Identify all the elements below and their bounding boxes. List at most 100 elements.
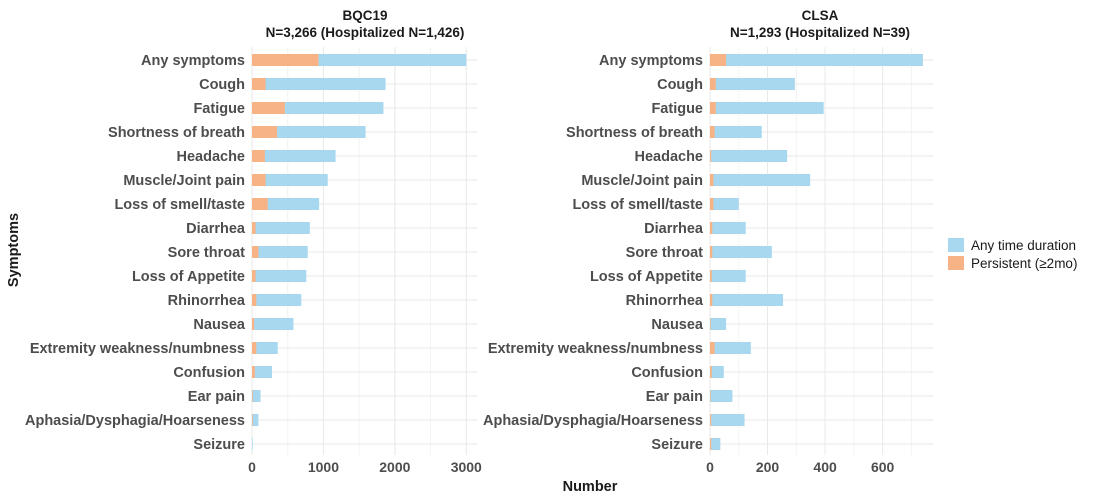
bar-any-time [252, 150, 336, 162]
bar-persistent [710, 150, 712, 162]
x-tick-label: 2000 [379, 459, 410, 475]
bar-any-time [710, 318, 727, 330]
category-label: Muscle/Joint pain [581, 173, 703, 189]
bar-any-time [252, 318, 294, 330]
bar-persistent [252, 390, 253, 402]
x-tick-label: 0 [248, 459, 256, 475]
category-label: Aphasia/Dysphagia/Hoarseness [483, 413, 703, 429]
bar-any-time [710, 102, 824, 114]
x-tick-label: 600 [871, 459, 895, 475]
category-label: Any symptoms [141, 53, 245, 69]
y-axis-title: Symptoms [6, 213, 22, 287]
category-label: Ear pain [646, 389, 703, 405]
x-tick-label: 0 [706, 459, 714, 475]
panel-title-line2: N=1,293 (Hospitalized N=39) [730, 25, 910, 40]
bar-any-time [710, 54, 923, 66]
legend-swatch [948, 256, 964, 270]
x-tick-label: 1000 [308, 459, 339, 475]
bar-any-time [710, 126, 762, 138]
bar-any-time [710, 78, 795, 90]
category-label: Sore throat [168, 245, 246, 261]
category-label: Headache [634, 149, 703, 165]
bar-persistent [710, 78, 716, 90]
category-label: Fatigue [651, 101, 703, 117]
category-label: Shortness of breath [566, 125, 703, 141]
category-label: Aphasia/Dysphagia/Hoarseness [25, 413, 245, 429]
bar-persistent [710, 102, 716, 114]
panel-2: CLSA N=1,293 (Hospitalized N=39) Any sympt… [483, 8, 933, 475]
bar-persistent [710, 174, 714, 186]
bar-any-time [710, 270, 746, 282]
bar-persistent [252, 414, 253, 426]
bar-persistent [252, 150, 265, 162]
legend-label: Persistent (≥2mo) [971, 256, 1077, 271]
bar-persistent [252, 54, 319, 66]
x-tick-label: 200 [756, 459, 780, 475]
category-label: Ear pain [188, 389, 245, 405]
bar-any-time [252, 198, 320, 210]
bar-persistent [252, 78, 266, 90]
category-label: Nausea [651, 317, 704, 333]
panel-title-line1: CLSA [802, 8, 839, 23]
bar-any-time [252, 270, 307, 282]
bar-persistent [252, 294, 257, 306]
bar-any-time [710, 390, 733, 402]
category-label: Loss of smell/taste [572, 197, 703, 213]
x-axis-title: Number [563, 479, 618, 495]
category-label: Loss of Appetite [590, 269, 703, 285]
category-label: Cough [199, 77, 245, 93]
bar-persistent [710, 270, 712, 282]
category-label: Nausea [193, 317, 246, 333]
bar-any-time [710, 174, 811, 186]
category-label: Loss of smell/taste [114, 197, 245, 213]
bar-persistent [710, 294, 713, 306]
bar-any-time [710, 222, 746, 234]
category-label: Shortness of breath [108, 125, 245, 141]
category-label: Diarrhea [186, 221, 246, 237]
bar-persistent [710, 414, 712, 426]
bar-any-time [252, 222, 310, 234]
category-label: Seizure [651, 437, 703, 453]
bar-any-time [710, 438, 721, 450]
category-label: Seizure [193, 437, 245, 453]
bar-persistent [252, 102, 285, 114]
bar-persistent [710, 246, 713, 258]
bar-any-time [710, 150, 788, 162]
bar-any-time [252, 294, 302, 306]
chart-panels: BQC19 N=3,266 (Hospitalized N=1,426) Any s… [25, 8, 933, 475]
legend: Any time duration Persistent (≥2mo) [948, 238, 1077, 271]
legend-swatch [948, 238, 964, 252]
bar-persistent [710, 342, 715, 354]
bar-any-time [252, 78, 386, 90]
category-label: Sore throat [626, 245, 704, 261]
bar-persistent [710, 54, 727, 66]
bar-persistent [252, 318, 255, 330]
category-label: Confusion [631, 365, 703, 381]
category-label: Confusion [173, 365, 245, 381]
bar-any-time [710, 198, 739, 210]
panel-title-line1: BQC19 [342, 8, 387, 23]
category-label: Diarrhea [644, 221, 704, 237]
bar-persistent [252, 222, 256, 234]
bar-persistent [252, 246, 259, 258]
bar-any-time [252, 174, 328, 186]
category-label: Rhinorrhea [168, 293, 246, 309]
category-label: Cough [657, 77, 703, 93]
bar-persistent [710, 126, 715, 138]
bar-any-time [710, 294, 784, 306]
bar-persistent [252, 174, 266, 186]
category-label: Loss of Appetite [132, 269, 245, 285]
x-tick-label: 3000 [451, 459, 482, 475]
category-label: Muscle/Joint pain [123, 173, 245, 189]
bar-any-time [252, 438, 253, 450]
category-label: Headache [176, 149, 245, 165]
category-label: Fatigue [193, 101, 245, 117]
bar-persistent [710, 198, 714, 210]
bar-persistent [710, 438, 712, 450]
bar-any-time [252, 342, 278, 354]
bar-any-time [710, 414, 745, 426]
panel-title-line2: N=3,266 (Hospitalized N=1,426) [266, 25, 465, 40]
bar-persistent [710, 222, 713, 234]
bar-persistent [252, 342, 257, 354]
